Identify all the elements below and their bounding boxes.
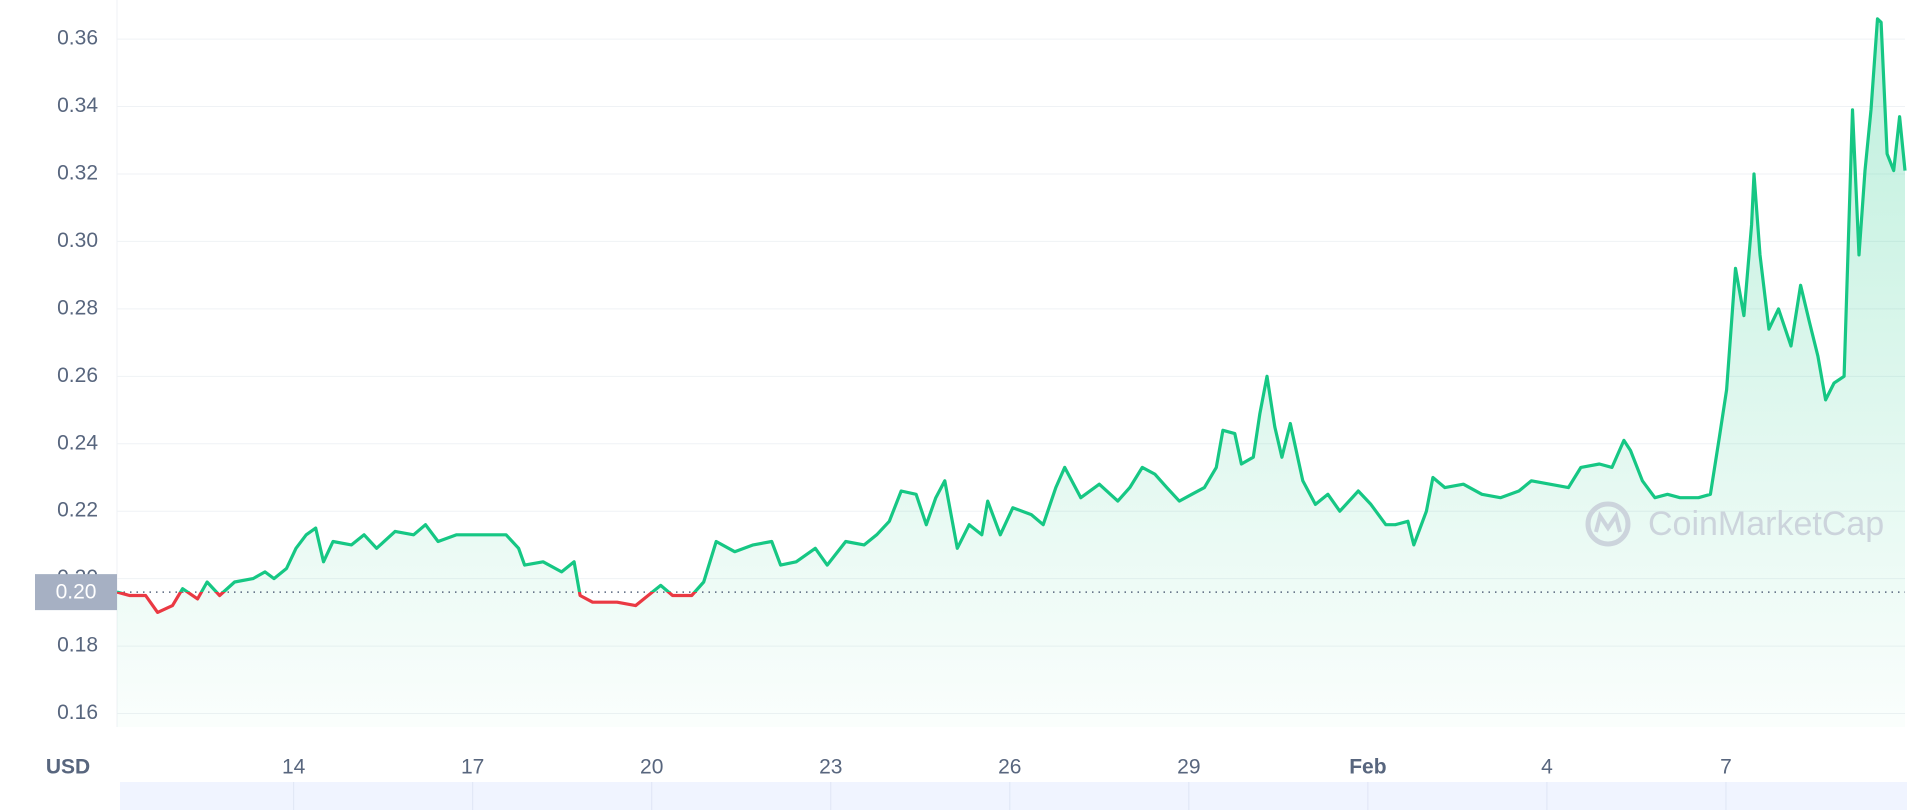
watermark-text: CoinMarketCap [1648,505,1884,543]
y-tick-label: 0.36 [57,27,98,50]
x-tick-label: 4 [1541,756,1553,779]
x-tick-label: 14 [282,756,306,779]
watermark-logo [1585,501,1631,547]
x-tick-label: 29 [1177,756,1200,779]
current-price-badge [35,574,117,611]
y-tick-label: 0.24 [57,431,98,454]
price-line [116,17,1907,614]
y-tick-label: 0.18 [57,634,98,657]
x-tick-label: 7 [1720,756,1732,779]
price-area [117,18,1905,727]
unit-label: USD [46,756,90,779]
watermark-logo [1594,511,1622,533]
x-tick-label: 23 [819,756,842,779]
y-tick-label: 0.32 [57,162,98,185]
y-tick-label: 0.26 [57,364,98,387]
watermark: CoinMarketCap [1585,501,1884,547]
x-tick-label: 17 [461,756,484,779]
navigator [120,782,1907,810]
current-price-label: 0.20 [56,581,97,604]
y-tick-label: 0.28 [57,296,98,319]
y-tick-label: 0.16 [57,701,98,724]
x-tick-label: 26 [998,756,1021,779]
y-tick-label: 0.22 [57,499,98,522]
y-tick-label: 0.34 [57,94,98,117]
x-tick-label: Feb [1349,756,1386,779]
navigator-background [120,782,1907,810]
plot [116,17,1907,727]
y-tick-label: 0.30 [57,229,98,252]
x-tick-label: 20 [640,756,663,779]
